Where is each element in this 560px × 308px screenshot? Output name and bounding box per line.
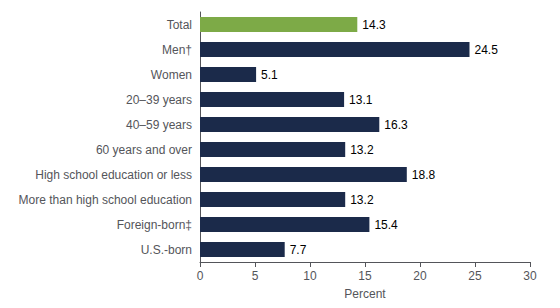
svg-text:30: 30	[523, 269, 537, 283]
svg-text:20: 20	[413, 269, 427, 283]
svg-text:0: 0	[197, 269, 204, 283]
svg-text:Women: Women	[151, 68, 192, 82]
svg-text:Percent: Percent	[344, 287, 386, 301]
svg-text:25: 25	[468, 269, 482, 283]
svg-text:15: 15	[358, 269, 372, 283]
svg-text:60 years and over: 60 years and over	[96, 143, 192, 157]
svg-text:13.1: 13.1	[349, 93, 373, 107]
svg-text:Total: Total	[167, 18, 192, 32]
svg-text:13.2: 13.2	[350, 143, 374, 157]
svg-text:More than high school educatio: More than high school education	[19, 193, 192, 207]
svg-text:Men†: Men†	[162, 43, 192, 57]
svg-text:14.3: 14.3	[362, 18, 386, 32]
svg-text:20–39 years: 20–39 years	[126, 93, 192, 107]
svg-text:7.7: 7.7	[290, 243, 307, 257]
svg-text:Foreign-born‡: Foreign-born‡	[117, 218, 192, 232]
svg-text:13.2: 13.2	[350, 193, 374, 207]
svg-text:High school education or less: High school education or less	[35, 168, 192, 182]
svg-text:5: 5	[252, 269, 259, 283]
svg-text:18.8: 18.8	[412, 168, 436, 182]
svg-text:40–59 years: 40–59 years	[126, 118, 192, 132]
svg-text:U.S.-born: U.S.-born	[141, 243, 192, 257]
svg-text:10: 10	[303, 269, 317, 283]
svg-text:5.1: 5.1	[261, 68, 278, 82]
svg-text:15.4: 15.4	[374, 218, 398, 232]
svg-text:16.3: 16.3	[384, 118, 408, 132]
svg-text:24.5: 24.5	[475, 43, 499, 57]
